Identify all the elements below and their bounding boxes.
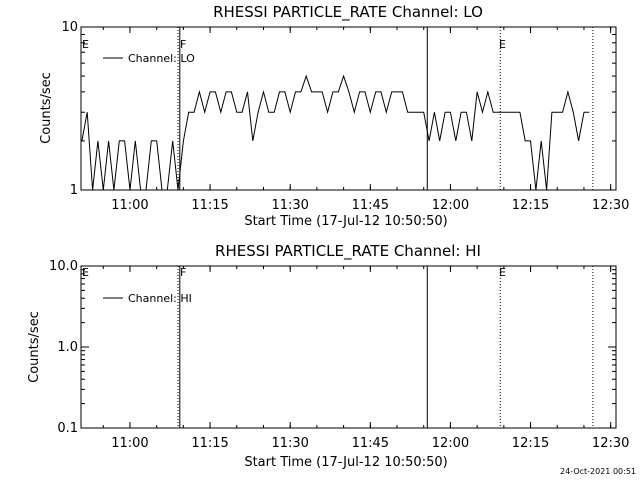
panel-lo-x-axis-label: Start Time (17-Jul-12 10:50:50) (244, 214, 447, 229)
panel-hi-y-axis-label: Counts/sec (27, 311, 42, 383)
panel-hi-flag-e2: E (499, 266, 506, 279)
panel-hi-flag-e1: E (82, 266, 89, 279)
panel-lo-markers (177, 27, 594, 190)
x-tick-label: 11:30 (271, 198, 308, 213)
x-tick-label: 12:15 (512, 436, 549, 451)
x-tick-label: 11:30 (271, 436, 308, 451)
y-tick-label: 0.1 (57, 421, 78, 436)
x-tick-label: 12:00 (432, 198, 469, 213)
panel-lo-series-line (81, 74, 590, 191)
panel-hi-markers (177, 266, 594, 428)
y-tick-label: 1.0 (57, 340, 78, 355)
panel-hi-title: RHESSI PARTICLE_RATE Channel: HI (215, 242, 481, 261)
x-tick-label: 11:45 (352, 198, 389, 213)
x-tick-label: 12:00 (432, 436, 469, 451)
x-tick-label: 11:45 (352, 436, 389, 451)
panel-hi: RHESSI PARTICLE_RATE Channel: HI 11:00 11… (27, 242, 629, 470)
panel-lo-y-axis-label: Counts/sec (39, 72, 54, 144)
y-tick-label: 1 (70, 183, 78, 198)
y-tick-label: 10.0 (49, 259, 78, 274)
panel-lo: RHESSI PARTICLE_RATE Channel: LO 11:00 11… (39, 3, 629, 229)
panel-lo-title: RHESSI PARTICLE_RATE Channel: LO (213, 3, 483, 22)
panel-lo-flag-f: F (180, 38, 186, 51)
footer-timestamp: 24-Oct-2021 00:51 (560, 467, 636, 476)
panel-lo-legend-label: Channel: LO (128, 52, 195, 65)
panel-lo-x-ticks: 11:00 11:15 11:30 11:45 12:00 12:15 12:30 (102, 27, 629, 213)
panel-hi-frame (80, 265, 617, 429)
x-tick-label: 12:30 (592, 198, 629, 213)
x-tick-label: 12:30 (592, 436, 629, 451)
x-tick-label: 11:15 (191, 436, 228, 451)
panel-hi-x-ticks: 11:00 11:15 11:30 11:45 12:00 12:15 12:30 (102, 266, 629, 451)
x-tick-label: 12:15 (512, 198, 549, 213)
panel-lo-flag-e2: E (499, 38, 506, 51)
x-tick-label: 11:15 (191, 198, 228, 213)
panel-hi-flag-f: F (180, 266, 186, 279)
panel-lo-y-ticks: 1 10 (61, 20, 616, 198)
panel-hi-y-ticks: 0.1 1.0 10.0 (49, 259, 616, 436)
panel-hi-legend-label: Channel: HI (128, 292, 192, 305)
panel-lo-frame (80, 26, 617, 191)
panel-lo-flag-e1: E (82, 38, 89, 51)
y-tick-label: 10 (61, 20, 78, 35)
x-tick-label: 11:00 (111, 198, 148, 213)
x-tick-label: 11:00 (111, 436, 148, 451)
panel-hi-x-axis-label: Start Time (17-Jul-12 10:50:50) (244, 455, 447, 470)
